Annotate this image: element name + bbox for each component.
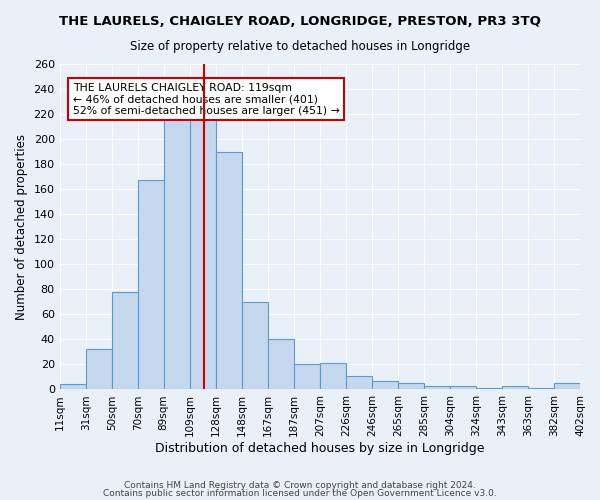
Bar <box>294 364 320 390</box>
Bar <box>346 376 372 390</box>
Bar <box>190 118 216 390</box>
Bar <box>268 340 294 390</box>
Text: Contains public sector information licensed under the Open Government Licence v3: Contains public sector information licen… <box>103 488 497 498</box>
Text: THE LAURELS, CHAIGLEY ROAD, LONGRIDGE, PRESTON, PR3 3TQ: THE LAURELS, CHAIGLEY ROAD, LONGRIDGE, P… <box>59 15 541 28</box>
Bar <box>320 363 346 390</box>
Bar <box>424 386 450 390</box>
Text: Contains HM Land Registry data © Crown copyright and database right 2024.: Contains HM Land Registry data © Crown c… <box>124 481 476 490</box>
Text: Size of property relative to detached houses in Longridge: Size of property relative to detached ho… <box>130 40 470 53</box>
Bar <box>476 388 502 390</box>
Bar <box>502 386 528 390</box>
Bar <box>59 384 86 390</box>
Bar <box>372 380 398 390</box>
Text: THE LAURELS CHAIGLEY ROAD: 119sqm
← 46% of detached houses are smaller (401)
52%: THE LAURELS CHAIGLEY ROAD: 119sqm ← 46% … <box>73 83 340 116</box>
Bar <box>450 386 476 390</box>
Bar <box>164 116 190 390</box>
Bar <box>242 302 268 390</box>
Bar <box>528 388 554 390</box>
Bar <box>138 180 164 390</box>
Bar <box>86 350 112 390</box>
X-axis label: Distribution of detached houses by size in Longridge: Distribution of detached houses by size … <box>155 442 485 455</box>
Bar <box>554 383 580 390</box>
Bar <box>112 292 138 390</box>
Y-axis label: Number of detached properties: Number of detached properties <box>15 134 28 320</box>
Bar <box>398 383 424 390</box>
Bar <box>216 152 242 390</box>
